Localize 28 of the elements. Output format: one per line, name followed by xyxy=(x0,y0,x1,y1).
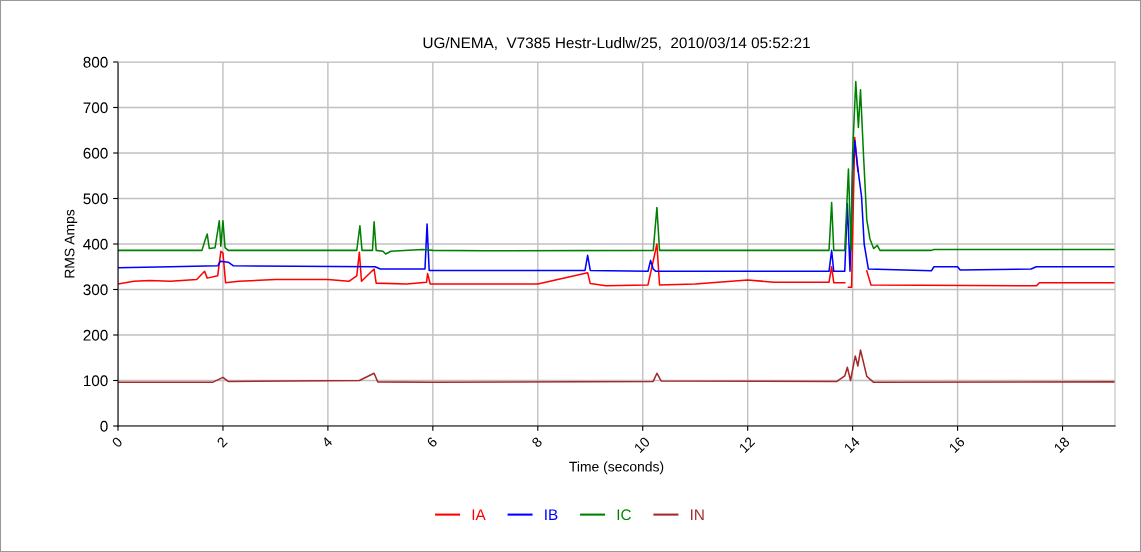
x-tick-label: 4 xyxy=(321,436,333,449)
y-tick-label: 400 xyxy=(83,238,108,250)
line-series xyxy=(118,349,1115,384)
x-tick-label: 14 xyxy=(843,436,861,454)
legend-label: IB xyxy=(545,509,558,520)
line-series xyxy=(118,80,1115,255)
y-tick-label: 500 xyxy=(83,193,108,205)
x-tick-label: 10 xyxy=(633,436,651,454)
x-tick-label: 2 xyxy=(216,436,228,448)
y-tick-label: 100 xyxy=(83,375,108,387)
x-tick-label: 0 xyxy=(111,436,123,449)
x-tick-label: 12 xyxy=(738,436,756,454)
y-tick-label: 700 xyxy=(83,102,108,114)
y-tick-label: 0 xyxy=(100,420,108,432)
y-axis-title: RMS Amps xyxy=(64,209,78,278)
x-tick-label: 6 xyxy=(426,436,438,448)
x-tick-label: 16 xyxy=(948,436,966,454)
y-tick-label: 300 xyxy=(83,284,108,296)
y-tick-label: 200 xyxy=(83,329,108,341)
x-tick-label: 8 xyxy=(531,436,543,448)
legend-label: IN xyxy=(691,509,704,520)
y-tick-label: 600 xyxy=(83,147,108,159)
y-tick-label: 800 xyxy=(83,56,108,68)
legend-label: IC xyxy=(617,509,631,521)
x-tick-label: 18 xyxy=(1053,436,1071,454)
x-axis-title: Time (seconds) xyxy=(569,461,664,475)
chart-title: UG/NEMA, V7385 Hestr-Ludlw/25, 2010/03/14 05:52:21 xyxy=(423,37,810,51)
legend-label: IA xyxy=(472,509,486,520)
